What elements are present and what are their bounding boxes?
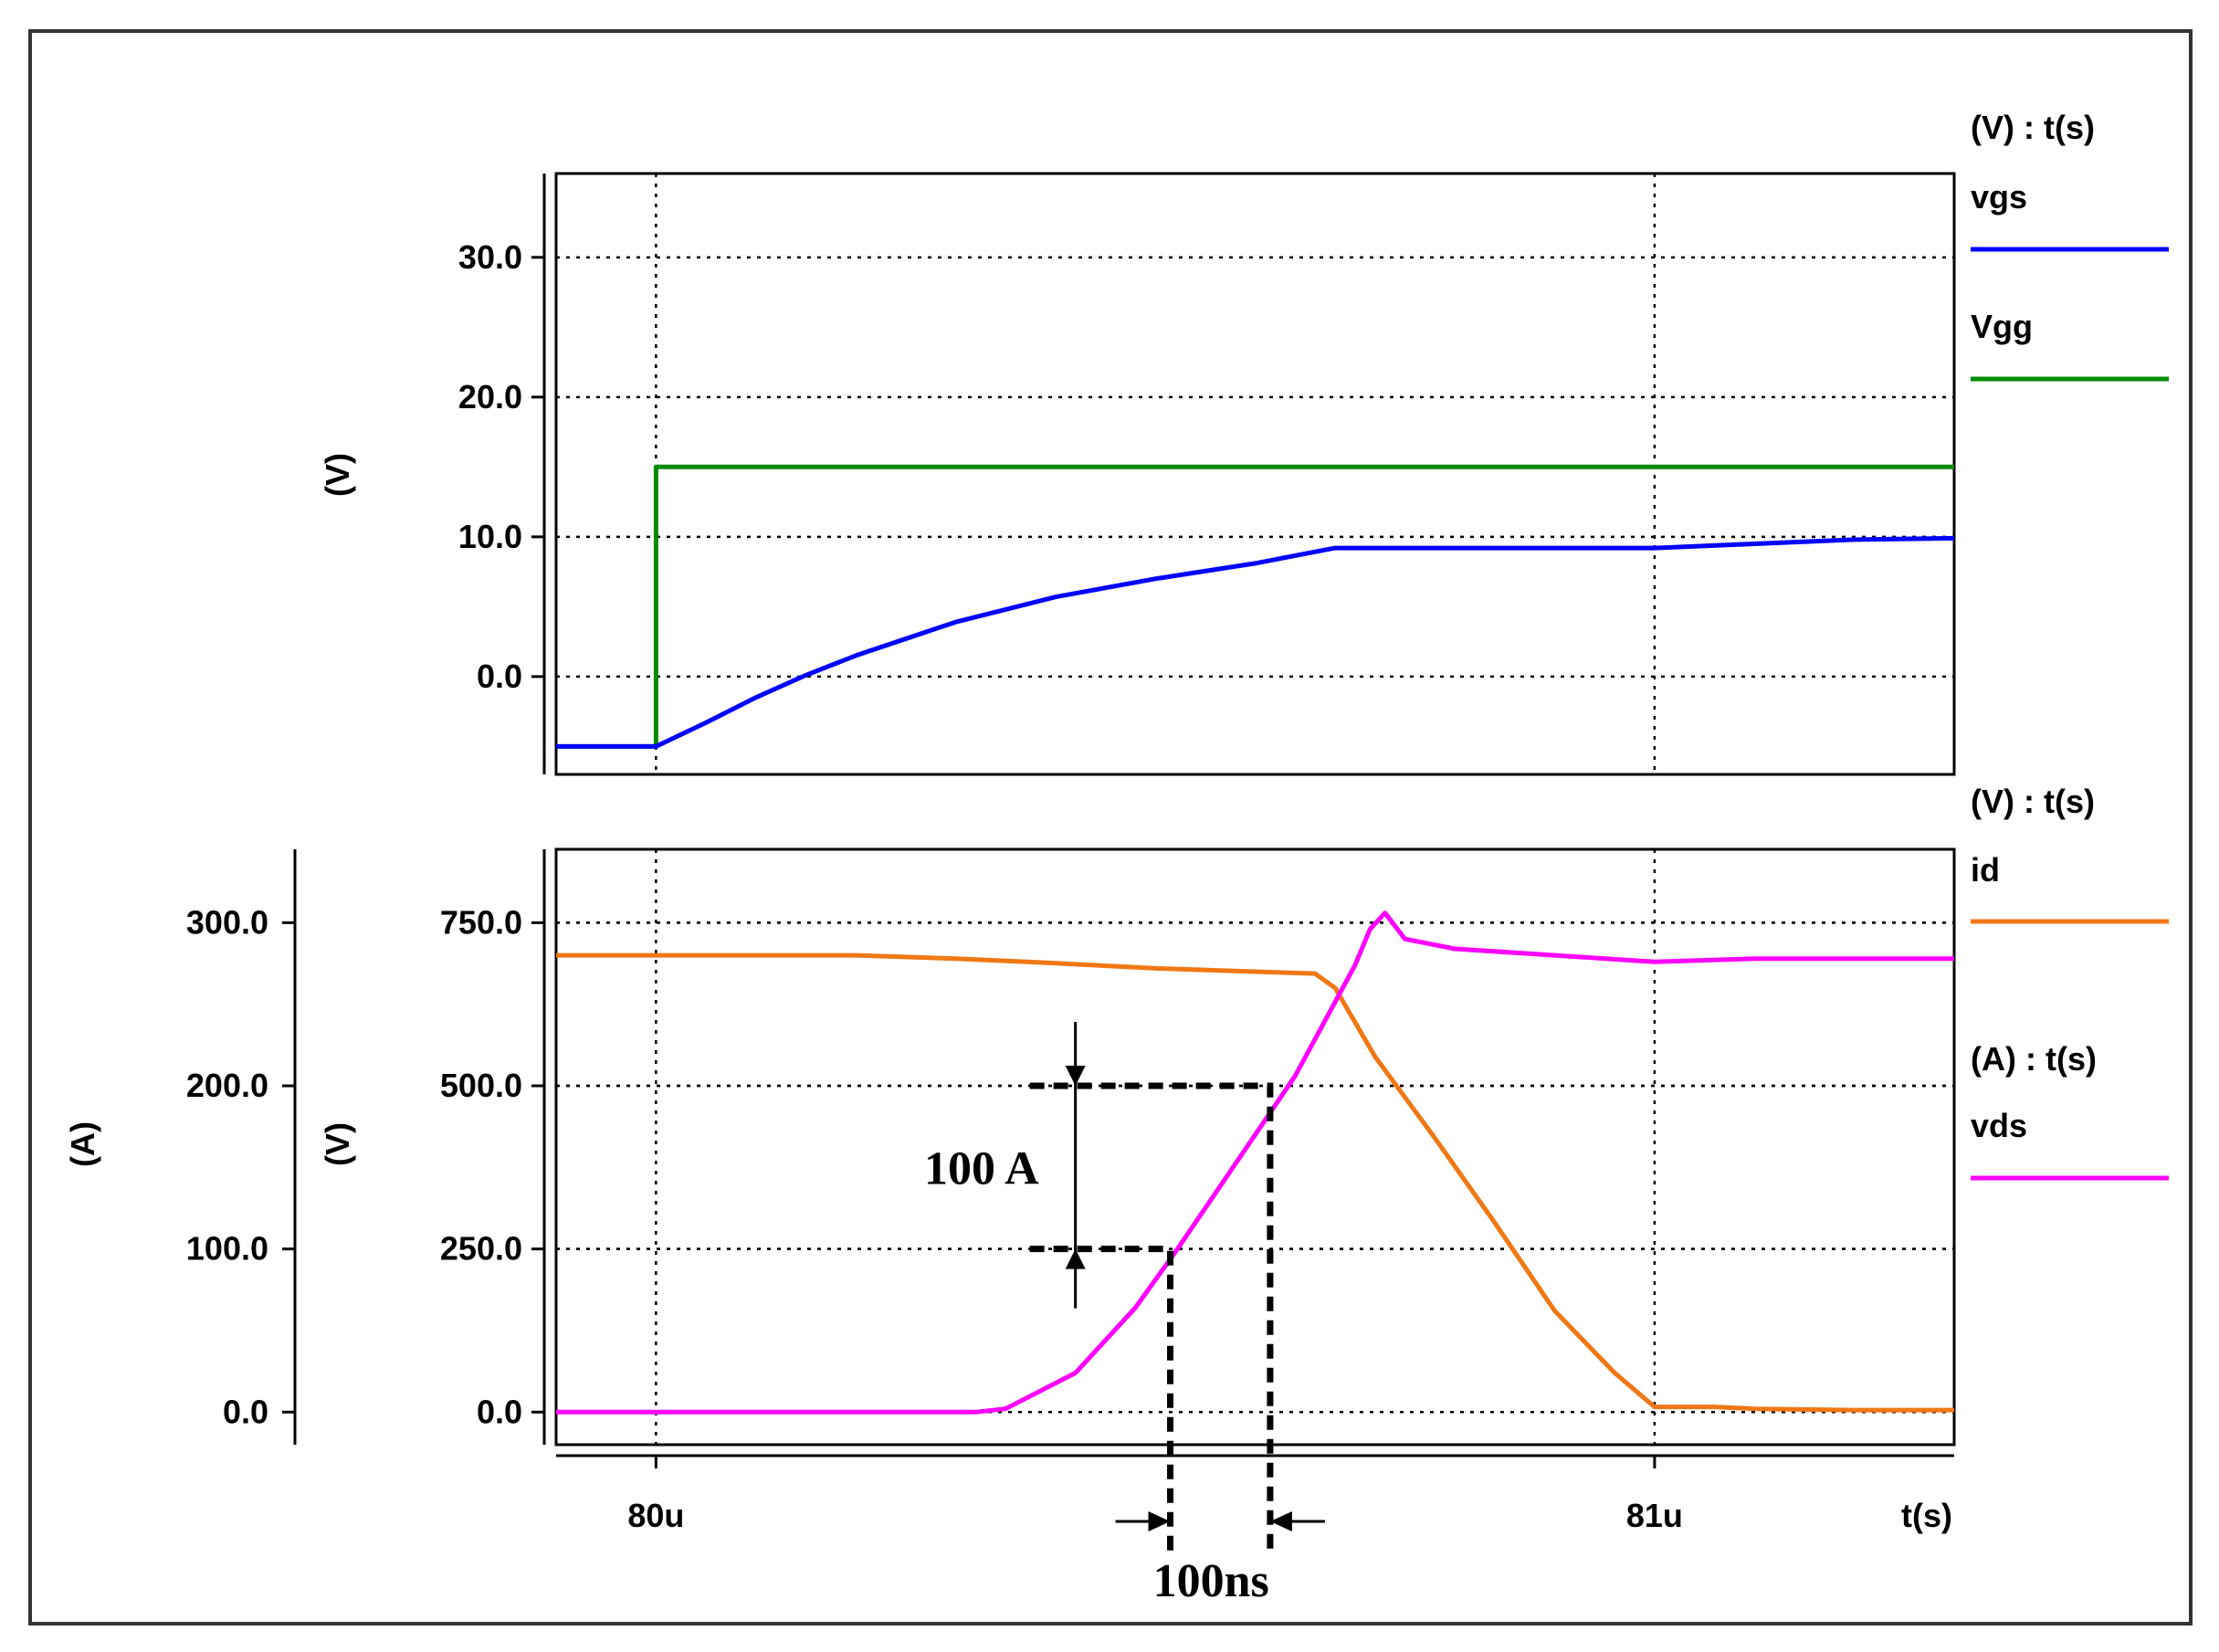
bottom-current-y-ticks: 0.0 100.0 200.0 300.0 [186, 903, 295, 1430]
x-tick-label: 80u [627, 1497, 684, 1534]
top-y-tick-label: 20.0 [458, 378, 522, 416]
current-tick-label: 0.0 [223, 1393, 268, 1430]
top-y-ticks: 0.0 10.0 20.0 30.0 [458, 238, 544, 695]
voltage-tick-label: 750.0 [440, 903, 522, 941]
top-y-tick-label: 10.0 [458, 518, 522, 555]
top-gridlines [556, 174, 1954, 774]
legend-label-vgs: vgs [1971, 178, 2027, 216]
x-tick-label: 81u [1626, 1497, 1683, 1534]
bottom-plot-area [554, 847, 1956, 1447]
annotation-100A: 100 A [924, 1142, 1039, 1194]
legend-header-bottom-current: (A) : t(s) [1971, 1040, 2097, 1078]
voltage-tick-label: 250.0 [440, 1230, 522, 1268]
voltage-tick-label: 0.0 [477, 1393, 522, 1430]
bottom-voltage-axis-label: (V) [319, 1122, 356, 1166]
arrow-head-up [1065, 1248, 1086, 1269]
legend-header-bottom-voltage: (V) : t(s) [1971, 783, 2095, 820]
legend-label-vds: vds [1971, 1107, 2027, 1144]
legend-header-top: (V) : t(s) [1971, 109, 2095, 146]
series-line-vgs [556, 535, 1955, 749]
bottom-voltage-y-ticks: 0.0 250.0 500.0 750.0 [440, 903, 544, 1430]
bottom-current-axis-label: (A) [64, 1121, 101, 1167]
x-axis-label: t(s) [1901, 1497, 1952, 1534]
guide-lower [1029, 1246, 1174, 1552]
legend-label-id: id [1971, 851, 2000, 889]
annotation-100ns: 100ns [1153, 1555, 1269, 1607]
arrow-head-down [1065, 1066, 1086, 1087]
top-y-tick-label: 30.0 [458, 238, 522, 276]
voltage-tick-label: 500.0 [440, 1067, 522, 1104]
series-line-vds [556, 910, 1954, 1415]
top-panel: 0.0 10.0 20.0 30.0 (V) [319, 172, 1956, 776]
bottom-panel: 0.0 100.0 200.0 300.0 0.0 250.0 500.0 750.0 80… [64, 847, 1956, 1607]
annotations: 100 A 100ns [924, 1022, 1325, 1607]
top-plot-area [554, 172, 1956, 776]
guide-upper [1029, 1082, 1274, 1552]
current-tick-label: 100.0 [186, 1230, 268, 1268]
top-series-group [556, 464, 1955, 749]
top-y-tick-label: 0.0 [477, 658, 522, 695]
bottom-series-group [556, 910, 1954, 1415]
legend-label-vgg: Vgg [1971, 308, 2033, 345]
bottom-x-ticks: 80u 81u [627, 1456, 1683, 1534]
series-line-id [556, 952, 1954, 1413]
current-tick-label: 300.0 [186, 903, 268, 941]
arrow-head-right [1148, 1511, 1171, 1531]
current-tick-label: 200.0 [186, 1067, 268, 1104]
outer-frame [28, 29, 2193, 1626]
legend: (V) : t(s) vgs Vgg (V) : t(s) id (A) : t… [1971, 109, 2169, 1181]
top-y-axis-label: (V) [319, 453, 356, 497]
arrow-head-left [1269, 1511, 1292, 1531]
